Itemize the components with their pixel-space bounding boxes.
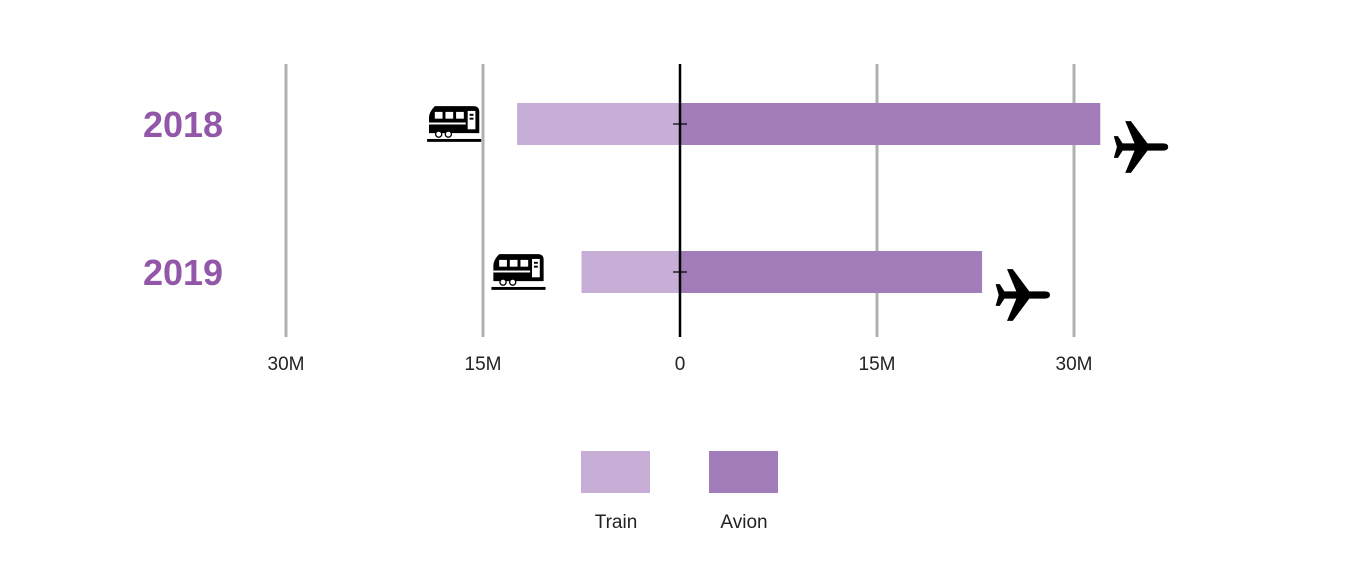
legend-swatch-avion	[709, 451, 778, 493]
bar-avion-2018	[680, 103, 1101, 145]
x-tick-label: 30M	[1056, 354, 1093, 375]
train-icon	[426, 105, 482, 143]
bar-train-2019	[581, 251, 680, 293]
x-tick-label: 15M	[465, 354, 502, 375]
bar-avion-2019	[680, 251, 983, 293]
airplane-icon	[1113, 121, 1169, 173]
legend: Train Avion	[581, 451, 778, 533]
train-icon	[490, 253, 547, 291]
year-label-2018: 2018	[143, 104, 223, 145]
year-labels: 2018 2019	[143, 104, 223, 293]
legend-swatch-train	[581, 451, 650, 493]
year-label-2019: 2019	[143, 252, 223, 293]
legend-label-train: Train	[595, 512, 638, 533]
legend-label-avion: Avion	[720, 512, 767, 533]
bars	[517, 103, 1101, 293]
x-tick-label: 0	[675, 354, 686, 375]
bar-train-2018	[517, 103, 680, 145]
airplane-icon	[995, 269, 1050, 321]
x-tick-label: 15M	[859, 354, 896, 375]
x-tick-label: 30M	[268, 354, 305, 375]
tick-labels: 30M 15M 0 15M 30M	[268, 354, 1093, 375]
